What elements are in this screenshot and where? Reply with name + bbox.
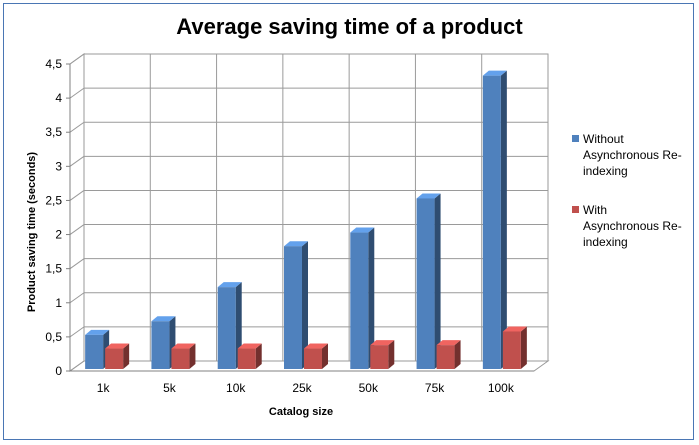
y-axis-title: Product saving time (seconds) [26, 152, 38, 312]
bar [105, 343, 130, 369]
x-tick-label: 25k [292, 381, 312, 395]
bar-front [151, 321, 170, 369]
bar-side [388, 340, 395, 369]
bar-front [237, 348, 256, 369]
bar-side [322, 343, 328, 369]
legend-swatch [572, 206, 579, 213]
bar-front [482, 75, 501, 370]
bar-top [217, 282, 242, 288]
bar [304, 343, 328, 369]
bar-top [436, 340, 461, 346]
bar-top [105, 343, 130, 349]
y-tick-label: 0,5 [45, 330, 62, 344]
bar-top [370, 340, 395, 346]
bar [482, 70, 507, 370]
bar-side [189, 343, 196, 369]
y-axis-ticks: 0 0,5 1 1,5 2 2,5 3 3,5 4 4,5 [45, 57, 70, 378]
gridline-side [69, 53, 85, 65]
x-tick-label: 1k [97, 381, 111, 395]
legend-label: indexing [583, 235, 628, 249]
bar-top [85, 329, 110, 335]
chart-title: Average saving time of a product [176, 14, 523, 39]
gridline-side [69, 155, 85, 167]
y-tick-label: 3,5 [45, 125, 62, 139]
x-tick-label: 10k [226, 381, 246, 395]
bar-top [416, 193, 441, 199]
y-tick-label: 1 [55, 296, 62, 310]
legend-item: Without Asynchronous Re-indexing [572, 132, 682, 178]
y-tick-label: 3 [55, 159, 62, 173]
legend-label: indexing [583, 164, 628, 178]
bar-front [436, 345, 455, 369]
legend-label: Asynchronous Re- [583, 148, 682, 162]
bar-front [105, 348, 124, 369]
bar-side [454, 340, 461, 369]
plot-back-wall [83, 53, 549, 362]
bar-side [368, 227, 375, 369]
bar-top [237, 343, 262, 349]
bar-side [520, 326, 527, 369]
gridline-side [69, 292, 85, 304]
plot-side-wall [69, 53, 85, 372]
bar-top [171, 343, 196, 349]
y-tick-label: 4,5 [45, 57, 62, 71]
legend-swatch [572, 135, 579, 142]
bar-top [151, 316, 176, 322]
bar [370, 340, 395, 369]
bar-front [502, 331, 521, 369]
bar-top [502, 326, 527, 332]
plot-grid [68, 53, 550, 372]
x-axis-title: Catalog size [269, 406, 333, 418]
y-tick-label: 0 [55, 364, 62, 378]
bar-side [434, 193, 441, 369]
gridline-side [69, 190, 85, 201]
x-tick-label: 50k [359, 381, 379, 395]
bar-side [302, 241, 308, 369]
y-tick-label: 2 [55, 228, 62, 242]
gridline-side [69, 360, 85, 372]
bar-top [350, 227, 375, 233]
bar-top [304, 343, 328, 349]
bar-top [482, 70, 507, 76]
x-tick-label: 100k [488, 381, 515, 395]
x-axis-ticks: 1k 5k 10k 25k 50k 75k 100k [97, 381, 515, 395]
x-tick-label: 5k [163, 381, 177, 395]
legend: Without Asynchronous Re-indexing With Async… [572, 132, 682, 249]
bar-side [255, 343, 262, 369]
bar-front [304, 348, 322, 369]
bar [436, 340, 461, 369]
gridline-side [69, 224, 85, 235]
legend-label: Asynchronous Re- [583, 219, 682, 233]
x-tick-label: 75k [425, 381, 445, 395]
bar [416, 193, 441, 369]
bar-front [284, 246, 302, 369]
bar [350, 227, 375, 369]
legend-item: With Asynchronous Re-indexing [572, 203, 682, 249]
bar-front [217, 287, 236, 369]
gridline-side [69, 121, 85, 133]
legend-label: Without [583, 132, 624, 146]
y-tick-label: 1,5 [45, 262, 62, 276]
bar [237, 343, 262, 369]
bar-front [350, 232, 369, 369]
bar [171, 343, 196, 369]
bar-front [370, 345, 389, 369]
bar-front [416, 198, 435, 369]
gridline-side [69, 258, 85, 270]
y-tick-label: 2,5 [45, 193, 62, 207]
gridline-side [69, 326, 85, 338]
bar [284, 241, 308, 369]
bar-front [171, 348, 190, 369]
legend-label: With [583, 203, 607, 217]
gridline-side [69, 87, 85, 99]
bar [502, 326, 527, 369]
bar-side [123, 343, 130, 369]
bar-group [85, 70, 527, 370]
bar-front [85, 334, 104, 369]
bar-top [284, 241, 308, 247]
bar-side [500, 70, 507, 370]
y-tick-label: 4 [55, 91, 62, 105]
